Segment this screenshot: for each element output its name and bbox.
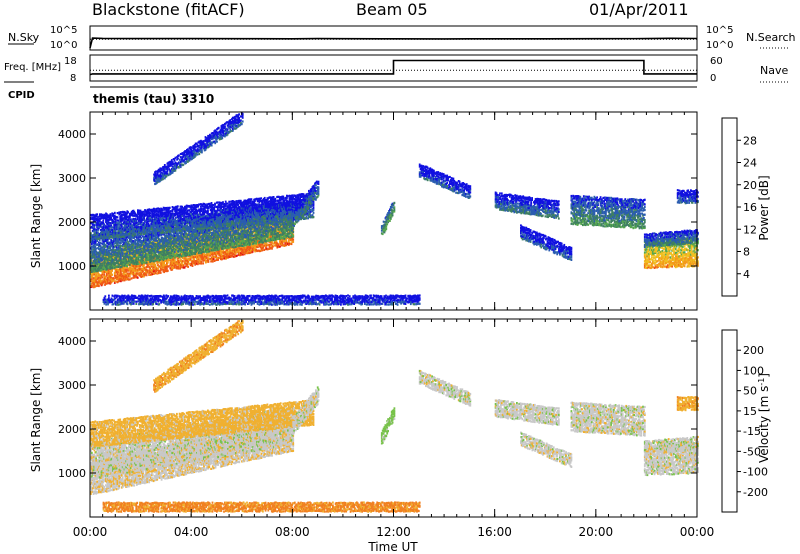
heatmap-cell-972 bbox=[160, 272, 162, 274]
heatmap-cell-569 bbox=[130, 268, 132, 270]
heatmap-cell-452 bbox=[122, 279, 124, 281]
heatmap-cell-755 bbox=[143, 269, 145, 271]
heatmap-cell-1068 bbox=[167, 261, 169, 263]
cpid-label: CPID bbox=[8, 90, 35, 101]
heatmap-cell-349 bbox=[115, 280, 117, 282]
heatmap-cell-1336 bbox=[186, 263, 188, 265]
heatmap-cell-1054 bbox=[166, 268, 168, 270]
heatmap-cell-1249 bbox=[180, 259, 182, 261]
heatmap-cell-1212 bbox=[178, 267, 180, 269]
cpid-annotation: themis (tau) 3310 bbox=[93, 92, 214, 106]
freq-series-group bbox=[90, 61, 697, 75]
heatmap-cell-330 bbox=[113, 280, 115, 282]
date-title: 01/Apr/2011 bbox=[589, 0, 689, 19]
freq-left-tick-bottom: 8 bbox=[70, 73, 76, 84]
noise-left-tick-top: 10^5 bbox=[50, 25, 77, 36]
heatmap-cell-888 bbox=[153, 266, 155, 268]
nave-right-label: Nave bbox=[760, 64, 788, 77]
heatmap-cell-840 bbox=[149, 263, 151, 265]
heatmap-cell-1296 bbox=[184, 266, 186, 268]
heatmap-cell-115 bbox=[98, 285, 100, 287]
noise-left-label: N.Sky bbox=[8, 31, 40, 44]
station-title: Blackstone (fitACF) bbox=[92, 0, 245, 19]
heatmap-cell-310 bbox=[111, 274, 113, 276]
noise-right-label: N.Search bbox=[746, 31, 796, 44]
heatmap-cell-1010 bbox=[163, 269, 165, 271]
heatmap-cell-1561 bbox=[202, 260, 204, 262]
noise-series-group bbox=[90, 38, 697, 48]
freq-left-label: Freq. [MHz] bbox=[4, 62, 61, 73]
freq-right-tick-top: 60 bbox=[710, 56, 723, 67]
heatmap-cell-37 bbox=[93, 277, 95, 279]
heatmap-cell-242 bbox=[107, 279, 109, 281]
heatmap-cell-1351 bbox=[187, 266, 189, 268]
heatmap-cell-1164 bbox=[174, 267, 176, 269]
power-heatmap-cells bbox=[90, 112, 699, 305]
heatmap-cell-164 bbox=[102, 276, 104, 278]
heatmap-cell-1536 bbox=[200, 262, 202, 264]
heatmap-cell-331 bbox=[113, 277, 115, 279]
heatmap-cell-229 bbox=[106, 273, 108, 275]
heatmap-cell-12 bbox=[91, 278, 93, 280]
noise-right-tick-top: 10^5 bbox=[706, 25, 733, 36]
heatmap-cell-1553 bbox=[201, 254, 203, 256]
heatmap-cell-510 bbox=[125, 269, 127, 271]
heatmap-cell-1604 bbox=[206, 257, 208, 259]
freq-right-tick-bottom: 0 bbox=[710, 73, 716, 84]
freq-left-tick-top: 18 bbox=[64, 56, 77, 67]
heatmap-cell-570 bbox=[130, 266, 132, 268]
heatmap-cell-579 bbox=[131, 277, 133, 279]
heatmap-cell-311 bbox=[111, 270, 113, 272]
heatmap-cell-1362 bbox=[188, 263, 190, 265]
heatmap-cell-1246 bbox=[180, 266, 182, 268]
heatmap-cell-1450 bbox=[194, 264, 196, 266]
heatmap-cell-533 bbox=[127, 272, 129, 274]
heatmap-cell-730 bbox=[141, 268, 143, 270]
heatmap-cell-667 bbox=[137, 277, 139, 279]
heatmap-cell-376 bbox=[117, 273, 119, 275]
heatmap-cell-1490 bbox=[197, 263, 199, 265]
heatmap-cell-1405 bbox=[191, 256, 193, 258]
heatmap-cell-862 bbox=[151, 269, 153, 271]
heatmap-cell-1560 bbox=[202, 262, 204, 264]
heatmap-cell-555 bbox=[129, 275, 131, 277]
heatmap-cell-941 bbox=[157, 268, 159, 270]
heatmap-cell-554 bbox=[129, 278, 131, 280]
heatmap-cell-1078 bbox=[168, 265, 170, 267]
frequency-panel: Freq. [MHz] 18 8 60 0 Nave bbox=[4, 55, 790, 84]
heatmap-cell-1273 bbox=[182, 260, 184, 262]
heatmap-cell-1516 bbox=[199, 259, 201, 261]
heatmap-cell-187 bbox=[103, 274, 105, 276]
heatmap-cell-1537 bbox=[200, 261, 202, 263]
beam-title: Beam 05 bbox=[356, 0, 428, 19]
heatmap-cell-256 bbox=[108, 275, 110, 277]
heatmap-cell-691 bbox=[139, 268, 141, 270]
heatmap-cell-77 bbox=[95, 277, 97, 279]
heatmap-cell-240 bbox=[107, 282, 109, 284]
heatmap-cell-175 bbox=[102, 281, 104, 283]
freq-series-0 bbox=[90, 61, 697, 75]
noise-right-tick-bottom: 10^0 bbox=[706, 40, 733, 51]
heatmap-cell-913 bbox=[155, 264, 157, 266]
heatmap-cell-793 bbox=[146, 274, 148, 276]
heatmap-cell-1066 bbox=[167, 270, 169, 272]
heatmap-cell-1037 bbox=[164, 260, 166, 262]
heatmap-cell-1089 bbox=[169, 259, 171, 261]
noise-left-tick-bottom: 10^0 bbox=[50, 40, 77, 51]
noise-panel: N.Sky 10^5 10^0 10^5 10^0 N.Search bbox=[8, 25, 796, 51]
radar-summary-plot: Blackstone (fitACF) Beam 05 01/Apr/2011 … bbox=[0, 0, 800, 554]
heatmap-cell-10 bbox=[91, 285, 93, 287]
heatmap-cell-1215 bbox=[178, 260, 180, 262]
heatmap-cell-1417 bbox=[192, 265, 194, 267]
cpid-row: CPID themis (tau) 3310 bbox=[8, 87, 697, 106]
